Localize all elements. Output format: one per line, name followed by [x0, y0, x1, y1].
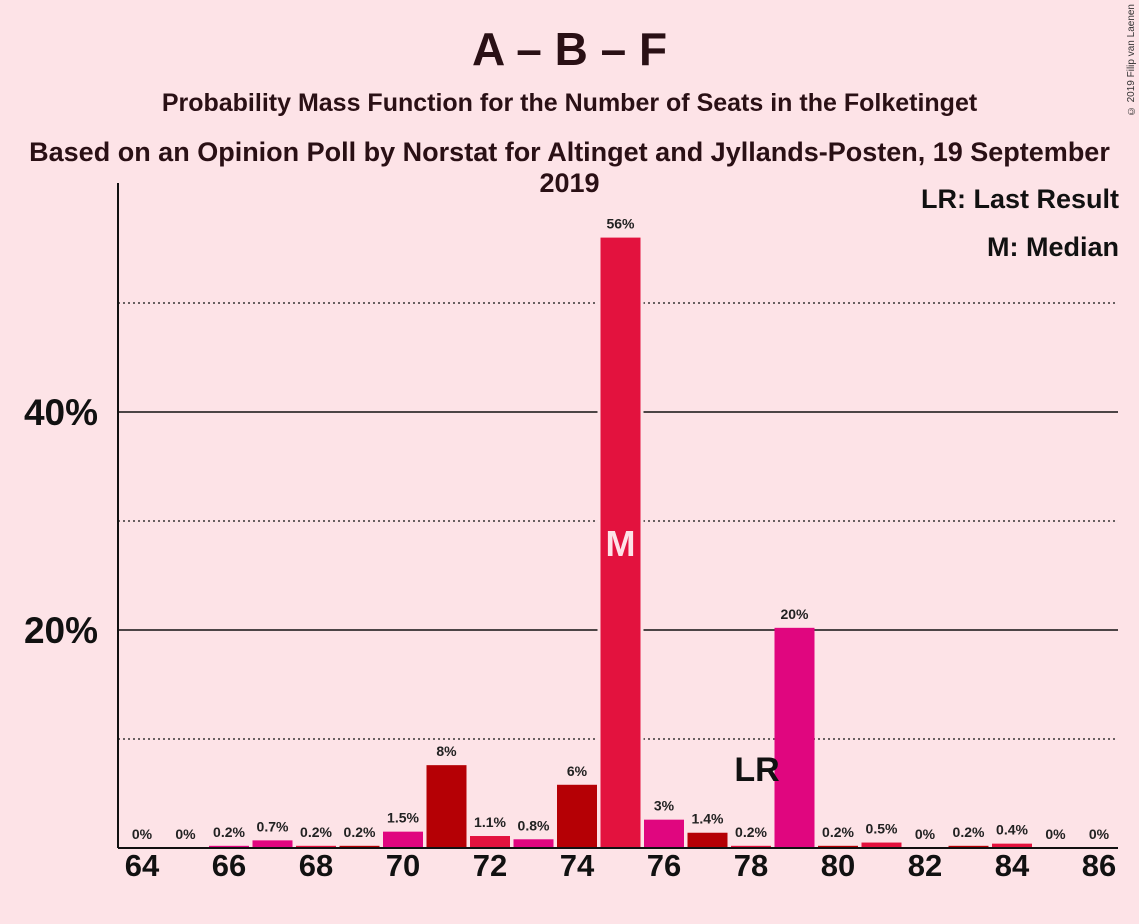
bar-seat-68 — [296, 845, 336, 848]
gridline-gap-left-50 — [597, 301, 601, 305]
bar-seat-77 — [687, 832, 728, 848]
gridline-gap-left-30 — [597, 519, 601, 523]
data-label-seat-85: 0% — [1045, 826, 1066, 842]
gridline-gap-left-10 — [597, 737, 601, 741]
legend-last-result: LR: Last Result — [920, 184, 1119, 214]
bar-seat-80 — [818, 845, 858, 848]
data-label-seat-76: 3% — [654, 798, 675, 814]
x-tick-label-82: 82 — [908, 848, 942, 883]
x-tick-label-74: 74 — [560, 848, 595, 883]
x-tick-label-68: 68 — [299, 848, 333, 883]
gridline-gap-left-40 — [597, 410, 601, 414]
data-label-seat-67: 0.7% — [257, 818, 289, 834]
x-tick-label-72: 72 — [473, 848, 507, 883]
bar-seat-67 — [252, 840, 293, 848]
gridline-gap-left-20 — [597, 628, 601, 632]
bar-seat-73 — [513, 839, 554, 848]
bar-seat-76 — [644, 819, 684, 848]
data-label-seat-69: 0.2% — [344, 824, 376, 840]
x-tick-label-66: 66 — [212, 848, 246, 883]
gridline-gap-right-30 — [640, 519, 644, 523]
data-label-seat-75: 56% — [606, 216, 635, 232]
x-tick-label-78: 78 — [734, 848, 768, 883]
data-label-seat-82: 0% — [915, 826, 936, 842]
x-tick-label-84: 84 — [995, 848, 1030, 883]
chart-subtitle: Probability Mass Function for the Number… — [161, 89, 978, 117]
data-label-seat-79: 20% — [780, 606, 809, 622]
gridline-gap-right-50 — [640, 301, 644, 305]
chart-source: Based on an Opinion Poll by Norstat for … — [29, 137, 1110, 198]
data-label-seat-73: 0.8% — [518, 817, 550, 833]
bar-seat-79 — [774, 627, 815, 848]
bar-seat-84 — [992, 843, 1032, 848]
data-label-seat-70: 1.5% — [387, 810, 419, 826]
data-label-seat-68: 0.2% — [300, 824, 332, 840]
bar-seat-74 — [557, 784, 597, 848]
chart-title: A – B – F — [471, 23, 668, 75]
y-tick-label-40: 40% — [24, 392, 98, 433]
y-tick-label-20: 20% — [24, 610, 98, 651]
bar-seat-69 — [339, 845, 380, 848]
data-label-seat-66: 0.2% — [213, 824, 245, 840]
data-label-seat-78: 0.2% — [735, 824, 767, 840]
x-tick-label-64: 64 — [125, 848, 160, 883]
gridline-gap-right-10 — [640, 737, 644, 741]
data-label-seat-83: 0.2% — [953, 824, 985, 840]
bar-seat-72 — [470, 836, 510, 848]
gridline-gap-right-20 — [640, 628, 644, 632]
data-label-seat-71: 8% — [436, 743, 457, 759]
bar-seat-78 — [731, 845, 771, 848]
x-tick-label-80: 80 — [821, 848, 855, 883]
median-marker: M — [606, 523, 636, 564]
bar-seat-75 — [600, 237, 641, 849]
data-label-seat-86: 0% — [1089, 826, 1110, 842]
data-label-seat-80: 0.2% — [822, 824, 854, 840]
legend-median: M: Median — [987, 232, 1119, 262]
data-label-seat-77: 1.4% — [692, 811, 724, 827]
x-tick-label-70: 70 — [386, 848, 420, 883]
x-tick-label-76: 76 — [647, 848, 681, 883]
data-label-seat-81: 0.5% — [866, 821, 898, 837]
gridline-gap-right-40 — [640, 410, 644, 414]
bar-seat-66 — [209, 845, 249, 848]
bar-seat-83 — [948, 845, 989, 848]
x-tick-label-86: 86 — [1082, 848, 1116, 883]
last-result-marker: LR — [734, 751, 779, 789]
bar-seat-81 — [861, 842, 902, 848]
data-label-seat-84: 0.4% — [996, 822, 1028, 838]
bar-seat-70 — [383, 831, 423, 848]
data-label-seat-74: 6% — [567, 763, 588, 779]
bar-seat-71 — [426, 765, 467, 848]
data-label-seat-65: 0% — [175, 826, 196, 842]
data-label-seat-64: 0% — [132, 826, 153, 842]
data-label-seat-72: 1.1% — [474, 814, 506, 830]
